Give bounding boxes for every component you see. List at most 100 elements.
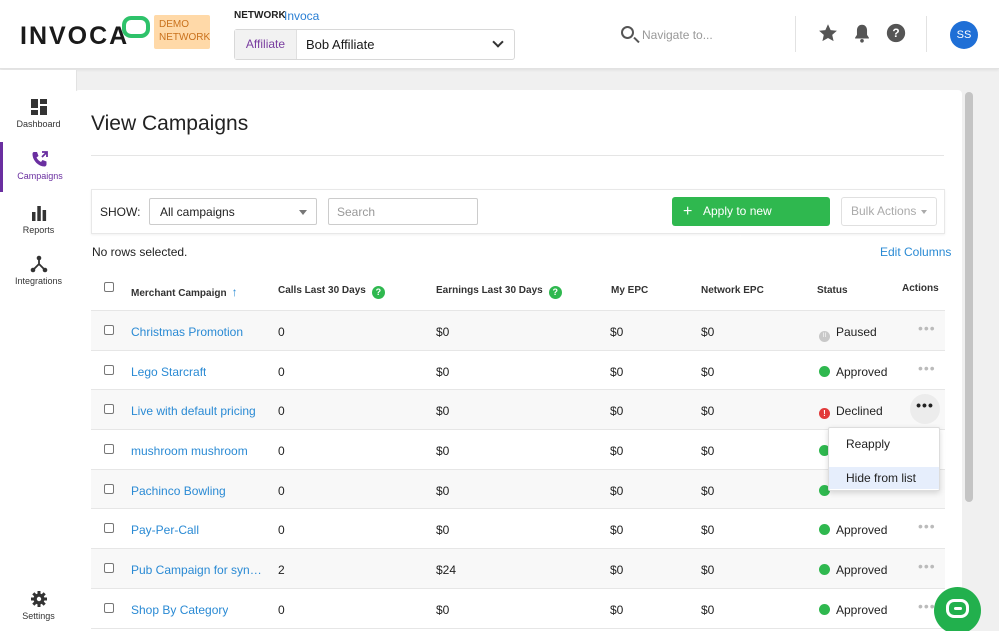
affiliate-select[interactable]: Affiliate Bob Affiliate — [234, 29, 515, 60]
navigate-placeholder: Navigate to... — [642, 28, 713, 42]
row-checkbox[interactable] — [104, 325, 114, 335]
chat-icon — [946, 599, 969, 618]
help-icon[interactable]: ? — [548, 286, 562, 299]
row-checkbox[interactable] — [104, 404, 114, 415]
sidebar-item-integrations[interactable]: Integrations — [0, 255, 77, 305]
more-actions-icon[interactable]: ••• — [918, 597, 936, 614]
help-icon[interactable]: ? — [885, 22, 907, 44]
status-label: Declined — [836, 404, 883, 419]
more-actions-icon[interactable]: ••• — [918, 359, 936, 376]
earnings-cell: $0 — [436, 483, 450, 498]
bulk-actions-button[interactable]: Bulk Actions — [841, 197, 937, 226]
my-epc-cell: $0 — [610, 483, 624, 498]
more-actions-icon[interactable]: ••• — [910, 394, 940, 425]
search-input[interactable]: Search — [328, 198, 478, 225]
gear-icon — [30, 591, 47, 607]
sidebar-item-label: Dashboard — [16, 119, 61, 129]
status-badge: Approved — [819, 365, 887, 379]
status-label: Approved — [836, 523, 888, 538]
title-divider — [91, 155, 944, 156]
bell-icon[interactable] — [851, 22, 873, 44]
network-epc-cell: $0 — [701, 364, 715, 379]
header-label: Merchant Campaign — [131, 288, 227, 299]
status-dot-icon — [819, 484, 830, 496]
earnings-cell: $0 — [436, 523, 450, 538]
campaign-link[interactable]: Lego Starcraft — [131, 364, 207, 379]
campaign-filter-select[interactable]: All campaigns — [149, 198, 317, 225]
sidebar-item-campaigns[interactable]: Campaigns — [0, 142, 77, 192]
sidebar-item-dashboard[interactable]: Dashboard — [0, 98, 77, 148]
search-icon — [621, 26, 634, 39]
calls-cell: 0 — [278, 602, 285, 617]
header-label: Earnings Last 30 Days — [436, 285, 543, 296]
plus-icon: + — [683, 203, 693, 220]
column-actions: Actions — [902, 283, 939, 294]
demo-network-badge: DEMO NETWORK — [154, 15, 210, 49]
row-checkbox[interactable] — [104, 523, 114, 534]
campaign-link[interactable]: Live with default pricing — [131, 404, 256, 419]
invoca-logo[interactable]: INVOCA — [20, 22, 130, 50]
campaign-link[interactable]: mushroom mushroom — [131, 444, 248, 459]
top-bar: INVOCA DEMO NETWORK NETWORK Invoca Affil… — [0, 0, 999, 69]
scrollbar[interactable] — [965, 92, 973, 502]
status-dot-icon — [819, 564, 830, 576]
apply-button-label: Apply to new campaigns — [703, 204, 772, 247]
avatar[interactable]: SS — [950, 21, 978, 49]
header-divider — [795, 16, 796, 52]
campaign-link[interactable]: Pay-Per-Call — [131, 523, 200, 538]
status-dot-icon: II — [819, 331, 830, 342]
network-epc-cell: $0 — [701, 602, 715, 617]
campaign-link[interactable]: Pub Campaign for syndic... — [131, 563, 267, 578]
table-row: Pay-Per-Call 0 $0 $0 $0 Approved ••• — [91, 509, 945, 550]
more-actions-icon[interactable]: ••• — [918, 518, 936, 535]
column-network-epc: Network EPC — [701, 285, 764, 296]
header-divider — [926, 16, 927, 52]
campaign-link[interactable]: Shop By Category — [131, 602, 229, 617]
sidebar-item-reports[interactable]: Reports — [0, 204, 77, 254]
menu-item-hide-from-list[interactable]: Hide from list — [829, 467, 939, 489]
apply-to-new-campaigns-button[interactable]: + Apply to new campaigns — [672, 197, 830, 247]
table-row: Live with default pricing 0 $0 $0 $0! Decline… — [91, 390, 945, 431]
row-checkbox[interactable] — [104, 444, 114, 455]
sidebar-item-label: Campaigns — [17, 171, 63, 181]
calls-cell: 0 — [278, 404, 285, 419]
select-all-checkbox[interactable] — [104, 282, 114, 292]
help-icon[interactable]: ? — [371, 286, 385, 299]
campaign-link[interactable]: Christmas Promotion — [131, 325, 244, 339]
row-checkbox[interactable] — [104, 602, 114, 613]
row-checkbox[interactable] — [104, 364, 114, 375]
svg-text:?: ? — [892, 26, 899, 40]
status-badge: Approved — [819, 523, 887, 537]
row-checkbox[interactable] — [104, 483, 114, 494]
row-checkbox[interactable] — [104, 563, 114, 574]
menu-item-reapply[interactable]: Reapply — [846, 437, 891, 451]
table-row: Pub Campaign for syndic... 2 $24 $0 $0 Approv… — [91, 549, 945, 589]
more-actions-icon[interactable]: ••• — [918, 320, 936, 336]
campaigns-icon — [32, 151, 48, 167]
star-icon[interactable] — [817, 22, 839, 44]
table-row: mushroom mushroom 0 $0 $0 $0 — [91, 430, 945, 470]
sort-up-icon[interactable]: ↑ — [231, 285, 238, 299]
sidebar-item-label: Integrations — [14, 276, 63, 286]
column-merchant-campaign[interactable]: Merchant Campaign ↑ — [131, 285, 238, 299]
demo-badge-line-1: DEMO — [159, 19, 189, 30]
reports-icon — [31, 206, 46, 221]
campaign-link[interactable]: Pachinco Bowling — [131, 483, 226, 498]
status-badge: Approved — [819, 603, 887, 617]
status-label: Approved — [836, 602, 888, 617]
my-epc-cell: $0 — [610, 523, 624, 538]
more-actions-icon[interactable]: ••• — [918, 558, 936, 575]
calls-cell: 0 — [278, 364, 285, 379]
network-link[interactable]: Invoca — [284, 9, 320, 23]
chat-button[interactable] — [934, 587, 981, 631]
sidebar-item-settings[interactable]: Settings — [0, 590, 77, 631]
campaigns-table: Merchant Campaign ↑ Calls Last 30 Days? E… — [91, 268, 945, 629]
network-epc-cell: $0 — [701, 483, 715, 498]
page-title: View Campaigns — [91, 112, 249, 135]
table-header: Merchant Campaign ↑ Calls Last 30 Days? E… — [91, 268, 945, 311]
navigate-search[interactable]: Navigate to... — [619, 24, 779, 46]
show-label: SHOW: — [100, 205, 141, 219]
edit-columns-link[interactable]: Edit Columns — [880, 245, 952, 259]
campaign-filter-value: All campaigns — [160, 205, 235, 219]
header-label: Calls Last 30 Days — [278, 285, 366, 296]
